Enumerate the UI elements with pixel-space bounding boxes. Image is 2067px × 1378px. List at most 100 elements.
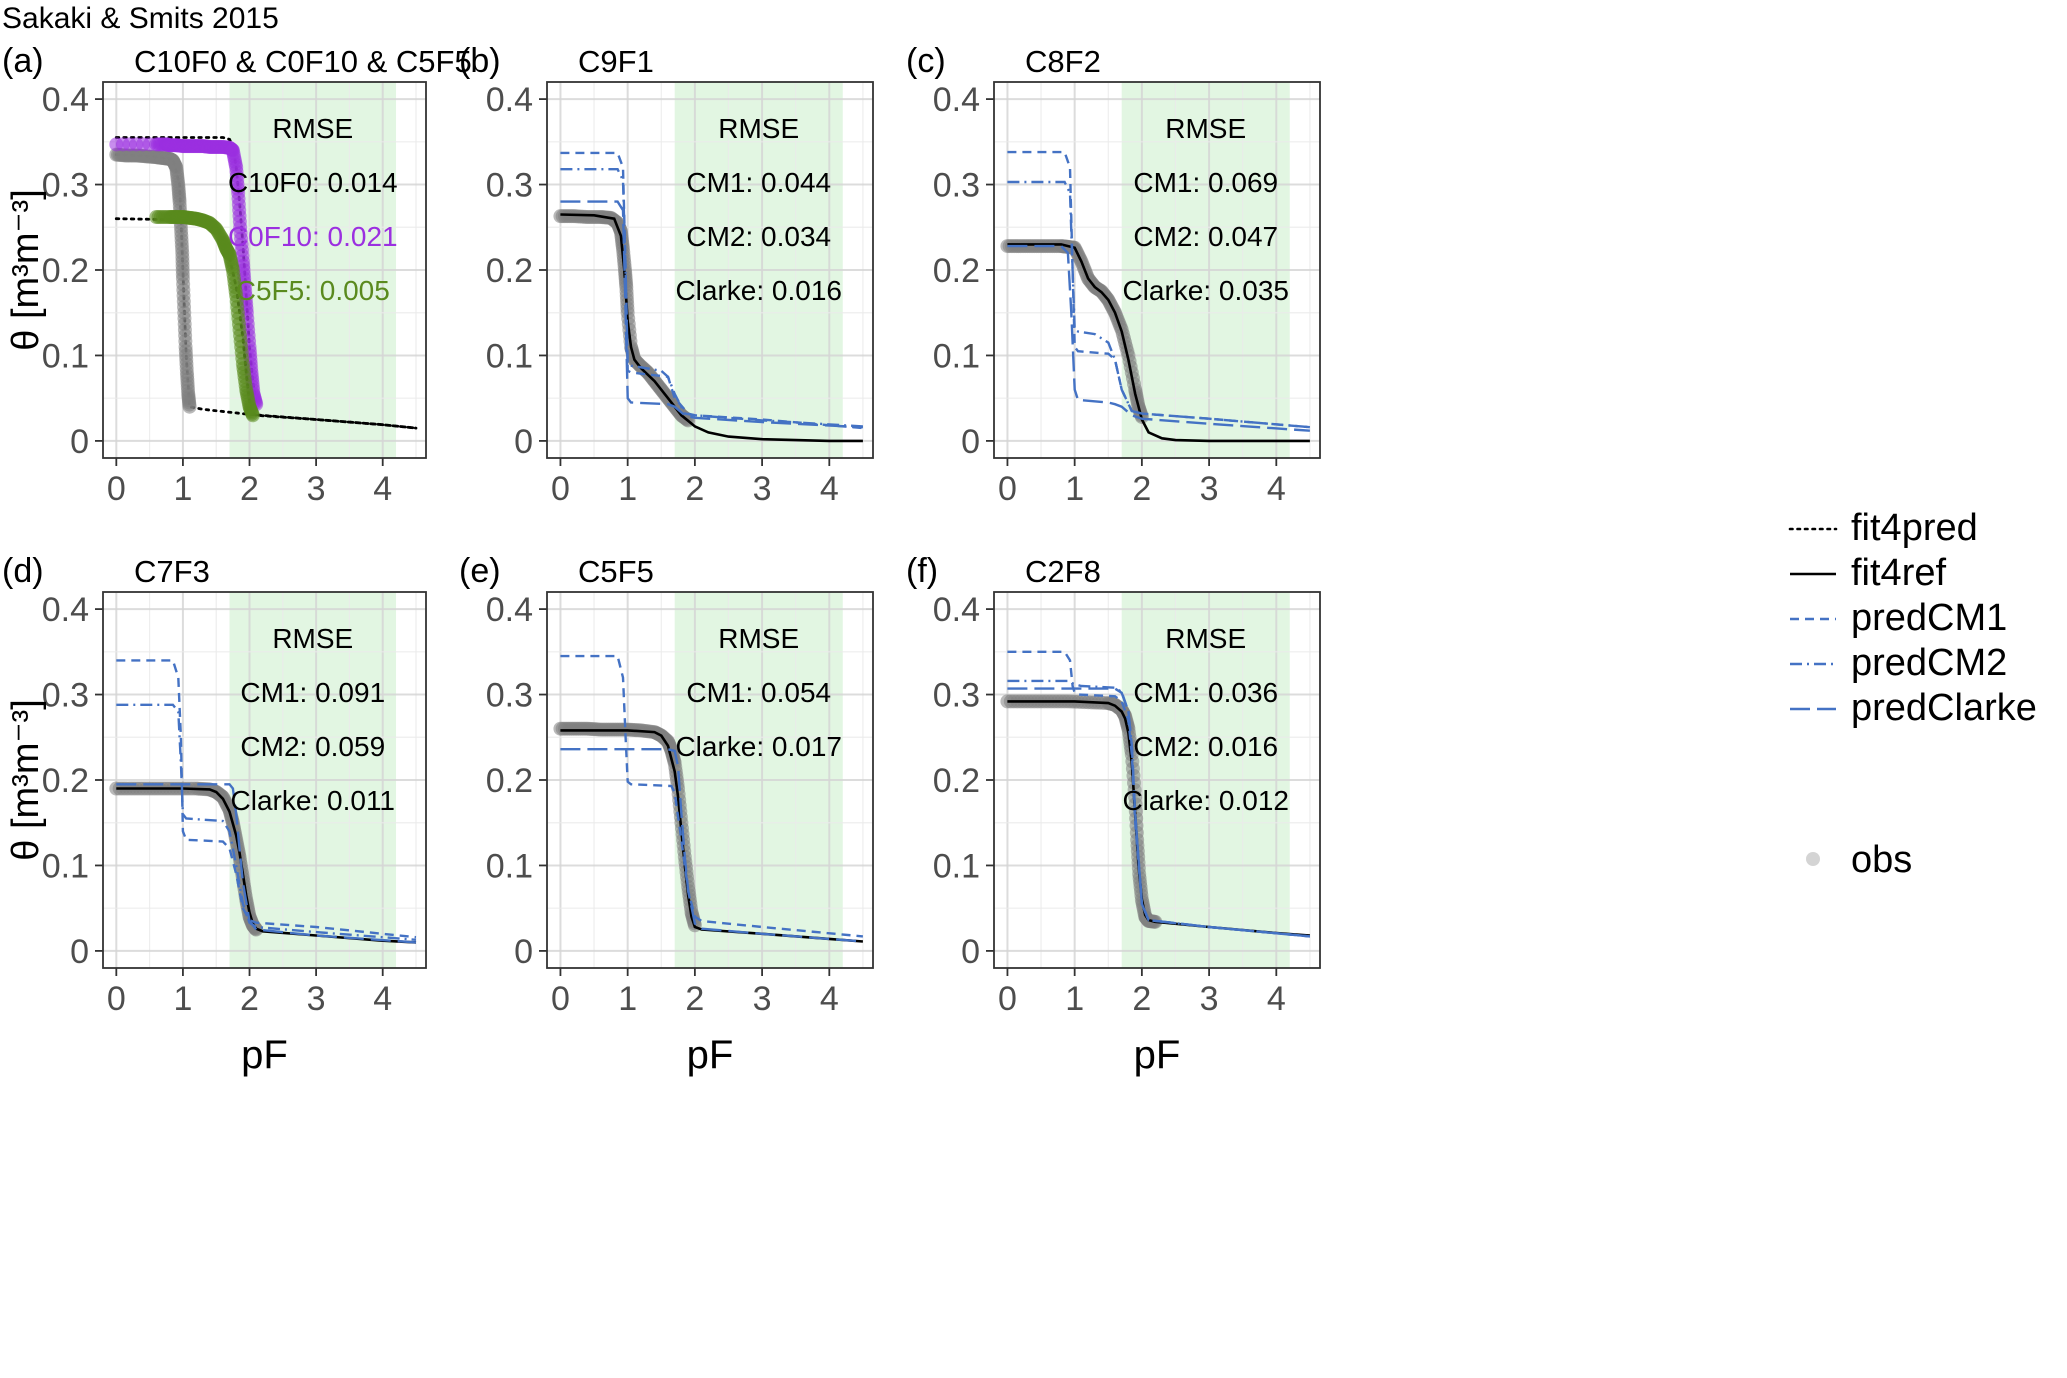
panel-letter: (e): [459, 552, 501, 590]
series-line-predcm1: [1007, 150, 1311, 429]
x-tick-label: 4: [373, 980, 392, 1018]
rmse-row: CM1: 0.054: [686, 677, 831, 708]
legend-key-obs: [1806, 852, 1820, 866]
x-tick-label: 3: [307, 980, 326, 1018]
obs-point: [182, 399, 197, 414]
x-tick-label: 0: [107, 470, 126, 508]
rmse-row: Clarke: 0.035: [1122, 275, 1289, 306]
series-line-predclarke: [560, 748, 863, 943]
x-tick-label: 4: [820, 470, 839, 508]
rmse-title: RMSE: [718, 113, 799, 144]
panel-letter: (d): [2, 552, 44, 590]
x-axis-label: pF: [687, 1033, 734, 1077]
chart-panel-5: RMSE CM1: 0.054 Clarke: 0.017 0 1 2 3 4 0 0.1 0.2 0…: [459, 552, 874, 1077]
rmse-row: CM1: 0.091: [240, 677, 385, 708]
y-tick-label: 0: [514, 423, 533, 461]
x-tick-label: 2: [240, 470, 259, 508]
y-tick-label: 0.1: [42, 847, 89, 885]
y-tick-label: 0.1: [486, 337, 533, 375]
panel-title: C5F5: [578, 554, 654, 589]
rmse-row: C0F10: 0.021: [228, 221, 398, 252]
series-line-predcm1: [560, 151, 864, 430]
series-line-predcm1: [560, 654, 864, 938]
chart-panel-1: RMSE C10F0: 0.014 C0F10: 0.021 C5F5: 0.005 0…: [2, 42, 472, 508]
x-tick-label: 1: [1065, 980, 1084, 1018]
legend-label-predCM1: predCM1: [1851, 597, 2007, 639]
x-tick-label: 0: [998, 980, 1017, 1018]
y-tick-label: 0.1: [933, 337, 980, 375]
rmse-row: C5F5: 0.005: [236, 275, 390, 306]
x-tick-label: 2: [1132, 980, 1151, 1018]
rmse-row: Clarke: 0.016: [675, 275, 842, 306]
panel-title: C9F1: [578, 44, 654, 79]
y-tick-label: 0: [70, 423, 89, 461]
y-tick-label: 0.1: [486, 847, 533, 885]
y-axis-label: θ [m³m⁻³]: [5, 189, 47, 350]
legend-label-fit4pred: fit4pred: [1851, 507, 1978, 549]
rmse-row: CM2: 0.047: [1133, 221, 1278, 252]
obs-point: [245, 408, 260, 423]
x-tick-label: 2: [685, 470, 704, 508]
plot-area: [109, 659, 417, 944]
plot-area: [553, 151, 864, 443]
x-tick-label: 1: [618, 470, 637, 508]
rmse-title: RMSE: [1165, 623, 1246, 654]
x-tick-label: 3: [1200, 470, 1219, 508]
y-tick-label: 0: [70, 933, 89, 971]
x-tick-label: 3: [1200, 980, 1219, 1018]
series-line-predcm2: [560, 168, 863, 428]
rmse-row: C10F0: 0.014: [228, 167, 398, 198]
y-tick-label: 0.3: [486, 167, 533, 205]
series-line-fit4ref: [1007, 243, 1310, 443]
rmse-row: CM1: 0.036: [1133, 677, 1278, 708]
rmse-row: CM1: 0.044: [686, 167, 831, 198]
plot-area: [109, 136, 418, 430]
rmse-title: RMSE: [272, 623, 353, 654]
x-tick-label: 0: [998, 470, 1017, 508]
rmse-title: RMSE: [272, 113, 353, 144]
rmse-row: Clarke: 0.012: [1122, 785, 1289, 816]
y-tick-label: 0: [961, 933, 980, 971]
y-tick-label: 0.1: [42, 337, 89, 375]
series-line-fit4ref: [560, 213, 863, 443]
x-tick-label: 1: [173, 980, 192, 1018]
panel-title: C2F8: [1025, 554, 1101, 589]
x-tick-label: 1: [1065, 470, 1084, 508]
panel-letter: (a): [2, 42, 44, 80]
rmse-row: CM1: 0.069: [1133, 167, 1278, 198]
series-line-predclarke: [116, 783, 417, 944]
y-tick-label: 0.2: [486, 762, 533, 800]
y-tick-label: 0.3: [486, 677, 533, 715]
panel-letter: (c): [906, 42, 946, 80]
chart-panel-3: RMSE CM1: 0.069 CM2: 0.047 Clarke: 0.035 0 1 2…: [906, 42, 1321, 508]
y-tick-label: 0.3: [42, 167, 89, 205]
rmse-title: RMSE: [1165, 113, 1246, 144]
grid: [994, 592, 1320, 968]
y-tick-label: 0.3: [933, 167, 980, 205]
x-tick-label: 0: [107, 980, 126, 1018]
y-tick-label: 0.2: [933, 762, 980, 800]
grid: [103, 592, 426, 968]
x-tick-label: 1: [618, 980, 637, 1018]
y-tick-label: 0.3: [42, 677, 89, 715]
panel-title: C10F0 & C0F10 & C5F5: [134, 44, 472, 79]
series-line-predcm2: [1007, 180, 1311, 429]
chart-panel-4: RMSE CM1: 0.091 CM2: 0.059 Clarke: 0.011 0 1 2…: [2, 552, 427, 1077]
panel-letter: (b): [459, 42, 501, 80]
y-tick-label: 0.4: [933, 81, 980, 119]
figure-title: Sakaki & Smits 2015: [2, 2, 279, 35]
x-tick-label: 4: [820, 980, 839, 1018]
grid: [547, 592, 873, 968]
panel-title: C7F3: [134, 554, 210, 589]
y-tick-label: 0.2: [933, 252, 980, 290]
rmse-row: Clarke: 0.017: [675, 731, 842, 762]
series-line-predclarke: [1007, 244, 1310, 432]
x-tick-label: 2: [240, 980, 259, 1018]
chart-panel-6: RMSE CM1: 0.036 CM2: 0.016 Clarke: 0.012 0 1 2…: [906, 552, 1321, 1077]
x-tick-label: 3: [753, 980, 772, 1018]
obs-points: [149, 210, 260, 423]
legend-label-obs: obs: [1851, 839, 1912, 881]
grid: [103, 82, 426, 458]
